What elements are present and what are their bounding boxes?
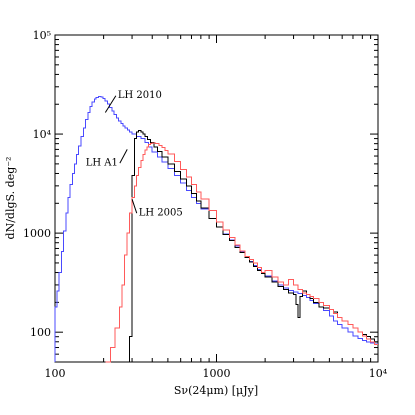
annotation-leader-lh-2005	[131, 199, 138, 214]
axis-ticks	[54, 34, 379, 363]
series-lh-a1	[127, 130, 378, 363]
series-lh-2005	[105, 142, 378, 363]
axis-tick-labels: 100 1000 10⁴ 100 1000 10⁴ 10⁵	[23, 29, 388, 380]
y-tick-label: 10⁴	[33, 128, 52, 141]
x-tick-label: 1000	[203, 367, 231, 380]
annotation-lh-2010: LH 2010	[118, 90, 162, 101]
series-layer	[54, 95, 378, 363]
y-tick-label: 1000	[23, 227, 51, 240]
annotation-lh-2005: LH 2005	[139, 208, 183, 219]
x-tick-label: 100	[45, 367, 66, 380]
x-tick-label: 10⁴	[369, 367, 388, 380]
y-tick-label: 10⁵	[33, 29, 51, 42]
annotation-lh-a1: LH A1	[86, 158, 118, 169]
annotation-leader-lh-a1	[119, 149, 128, 164]
annotation-layer: LH 2010 LH A1 LH 2005	[86, 90, 183, 218]
y-tick-label: 100	[30, 326, 51, 339]
y-axis-label: dN/dlgS. deg⁻²	[4, 157, 17, 240]
x-axis-label: Sν(24μm) [μJy]	[174, 384, 258, 397]
series-lh-2010	[54, 95, 378, 362]
annotation-leader-lh-2010	[104, 95, 117, 113]
